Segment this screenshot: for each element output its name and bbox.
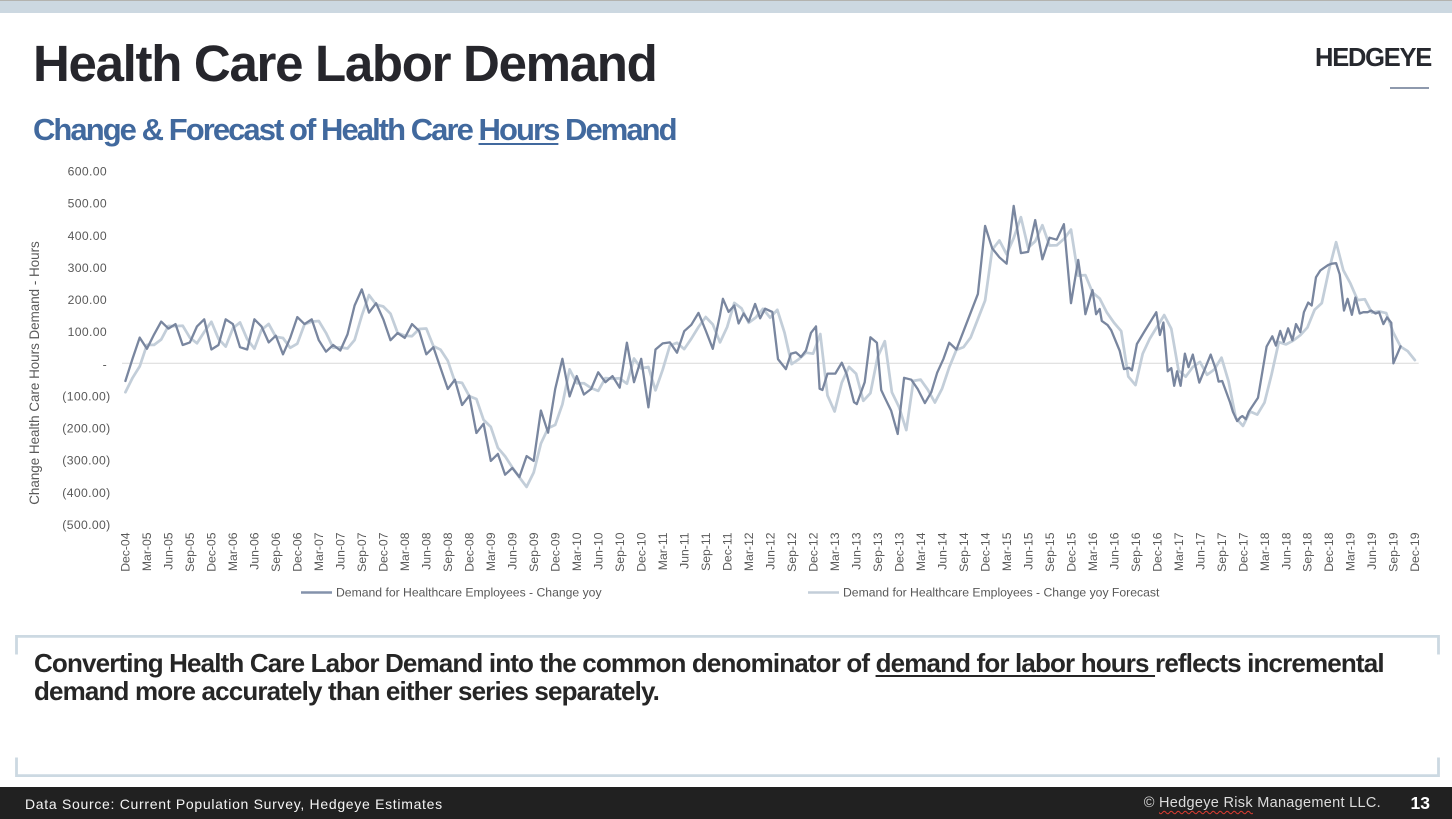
svg-text:500.00: 500.00 xyxy=(68,197,107,211)
svg-text:Jun-07: Jun-07 xyxy=(334,532,348,569)
svg-text:Sep-15: Sep-15 xyxy=(1043,532,1057,572)
svg-text:Sep-12: Sep-12 xyxy=(785,532,799,572)
svg-text:Jun-16: Jun-16 xyxy=(1107,532,1121,569)
svg-text:(400.00): (400.00) xyxy=(62,486,110,500)
svg-text:Mar-07: Mar-07 xyxy=(312,532,326,571)
svg-text:Mar-08: Mar-08 xyxy=(398,532,412,571)
svg-text:Dec-08: Dec-08 xyxy=(463,532,477,572)
svg-text:Jun-19: Jun-19 xyxy=(1365,532,1379,569)
svg-text:Mar-11: Mar-11 xyxy=(656,532,670,570)
svg-text:Sep-11: Sep-11 xyxy=(699,532,713,571)
svg-text:Sep-13: Sep-13 xyxy=(871,532,885,572)
svg-text:Mar-15: Mar-15 xyxy=(1000,532,1014,571)
svg-text:Dec-14: Dec-14 xyxy=(978,532,992,572)
svg-text:(300.00): (300.00) xyxy=(62,454,110,468)
svg-text:200.00: 200.00 xyxy=(68,293,107,307)
svg-text:Sep-09: Sep-09 xyxy=(527,532,541,572)
svg-text:(200.00): (200.00) xyxy=(62,422,110,436)
svg-text:Dec-04: Dec-04 xyxy=(119,532,133,572)
svg-text:Mar-05: Mar-05 xyxy=(140,532,154,571)
svg-text:Dec-18: Dec-18 xyxy=(1322,532,1336,572)
svg-text:Mar-14: Mar-14 xyxy=(914,532,928,571)
svg-text:Sep-16: Sep-16 xyxy=(1129,532,1143,572)
svg-text:Dec-15: Dec-15 xyxy=(1064,532,1078,572)
svg-text:Mar-16: Mar-16 xyxy=(1086,532,1100,571)
svg-text:Dec-17: Dec-17 xyxy=(1236,532,1250,572)
svg-text:Dec-07: Dec-07 xyxy=(377,532,391,572)
svg-text:600.00: 600.00 xyxy=(68,165,107,179)
svg-text:Mar-13: Mar-13 xyxy=(828,532,842,571)
svg-text:Dec-13: Dec-13 xyxy=(892,532,906,572)
svg-text:Jun-13: Jun-13 xyxy=(849,532,863,569)
svg-text:Demand for Healthcare Employee: Demand for Healthcare Employees - Change… xyxy=(336,586,602,600)
svg-text:Dec-10: Dec-10 xyxy=(635,532,649,572)
svg-text:Sep-17: Sep-17 xyxy=(1215,532,1229,572)
svg-text:Dec-16: Dec-16 xyxy=(1150,532,1164,572)
svg-text:Sep-18: Sep-18 xyxy=(1301,532,1315,572)
svg-text:Dec-09: Dec-09 xyxy=(549,532,563,572)
svg-text:Jun-17: Jun-17 xyxy=(1193,532,1207,569)
svg-text:Jun-09: Jun-09 xyxy=(506,532,520,569)
svg-text:300.00: 300.00 xyxy=(68,261,107,275)
svg-text:Sep-10: Sep-10 xyxy=(613,532,627,572)
svg-text:Mar-17: Mar-17 xyxy=(1172,532,1186,571)
svg-text:Dec-06: Dec-06 xyxy=(291,532,305,572)
svg-text:Mar-06: Mar-06 xyxy=(226,532,240,571)
svg-text:100.00: 100.00 xyxy=(68,325,107,339)
svg-text:Jun-18: Jun-18 xyxy=(1279,532,1293,569)
svg-text:(100.00): (100.00) xyxy=(62,389,110,403)
svg-text:Dec-05: Dec-05 xyxy=(205,532,219,572)
svg-text:Dec-19: Dec-19 xyxy=(1408,532,1422,572)
svg-text:Dec-11: Dec-11 xyxy=(721,532,735,571)
svg-text:Mar-09: Mar-09 xyxy=(484,532,498,571)
svg-text:Sep-07: Sep-07 xyxy=(355,532,369,572)
svg-text:Dec-12: Dec-12 xyxy=(806,532,820,572)
svg-text:Jun-05: Jun-05 xyxy=(162,532,176,569)
svg-text:Sep-05: Sep-05 xyxy=(183,532,197,572)
svg-text:(500.00): (500.00) xyxy=(62,518,110,532)
svg-text:Jun-11: Jun-11 xyxy=(678,532,692,569)
svg-text:Sep-06: Sep-06 xyxy=(269,532,283,572)
svg-text:Jun-15: Jun-15 xyxy=(1021,532,1035,569)
svg-text:Mar-19: Mar-19 xyxy=(1344,532,1358,571)
svg-text:Sep-19: Sep-19 xyxy=(1387,532,1401,572)
svg-text:Jun-10: Jun-10 xyxy=(592,532,606,569)
svg-text:Mar-18: Mar-18 xyxy=(1258,532,1272,571)
svg-text:-: - xyxy=(103,357,107,371)
svg-text:Jun-12: Jun-12 xyxy=(764,532,778,569)
svg-text:Jun-14: Jun-14 xyxy=(935,532,949,569)
svg-text:Demand for Healthcare Employee: Demand for Healthcare Employees - Change… xyxy=(843,586,1160,600)
svg-text:Jun-06: Jun-06 xyxy=(248,532,262,569)
svg-text:Mar-12: Mar-12 xyxy=(742,532,756,571)
svg-text:Change Health Care Hours Deman: Change Health Care Hours Demand - Hours xyxy=(27,241,42,505)
svg-text:Mar-10: Mar-10 xyxy=(570,532,584,571)
svg-text:Jun-08: Jun-08 xyxy=(420,532,434,569)
svg-text:Sep-14: Sep-14 xyxy=(957,532,971,572)
svg-text:Sep-08: Sep-08 xyxy=(441,532,455,572)
svg-text:400.00: 400.00 xyxy=(68,229,107,243)
